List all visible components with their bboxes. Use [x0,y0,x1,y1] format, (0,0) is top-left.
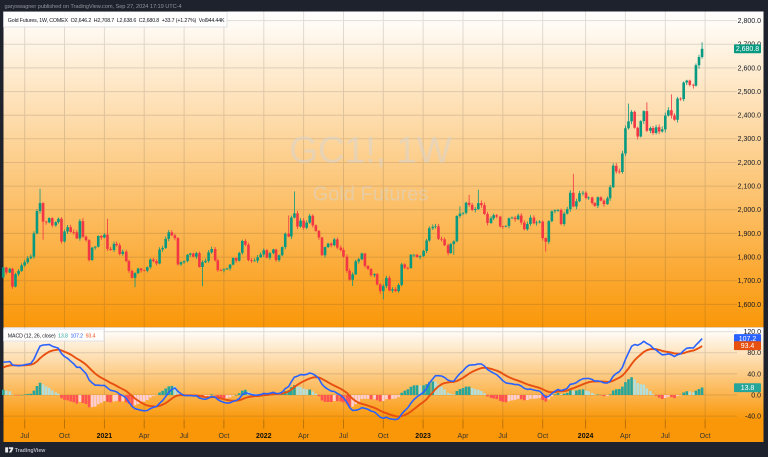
svg-text:Jul: Jul [180,433,189,440]
svg-text:MACD (12, 26, close) 13.8 10: MACD (12, 26, close) 13.8 107.2 93.4 [8,333,96,339]
svg-text:2,100.0: 2,100.0 [738,184,761,191]
svg-text:2,400.0: 2,400.0 [738,113,761,120]
svg-text:2,300.0: 2,300.0 [738,136,761,143]
svg-text:120.0: 120.0 [743,329,761,336]
svg-text:TradingView: TradingView [15,448,46,454]
svg-text:1,600.0: 1,600.0 [738,302,761,309]
svg-text:Gold Futures, 1W, COMEX O2,64: Gold Futures, 1W, COMEX O2,646.2 H2,708.… [8,18,225,24]
svg-text:Gold Futures: Gold Futures [313,184,429,206]
svg-text:2,200.0: 2,200.0 [738,160,761,167]
svg-text:40.0: 40.0 [747,371,761,378]
svg-text:2,600.0: 2,600.0 [738,65,761,72]
svg-text:Jul: Jul [498,433,507,440]
svg-text:93.4: 93.4 [741,343,755,350]
svg-text:Jul: Jul [20,433,29,440]
svg-text:Apr: Apr [458,433,470,440]
svg-text:Oct: Oct [218,433,229,440]
svg-text:GC1!, 1W: GC1!, 1W [289,130,451,171]
svg-text:1,800.0: 1,800.0 [738,255,761,262]
svg-text:2024: 2024 [578,433,594,440]
svg-text:80.0: 80.0 [747,350,761,357]
svg-text:Apr: Apr [620,433,632,440]
svg-text:Oct: Oct [59,433,70,440]
svg-text:Apr: Apr [298,433,310,440]
svg-text:Oct: Oct [378,433,389,440]
svg-text:2,000.0: 2,000.0 [738,207,761,214]
svg-text:2021: 2021 [97,433,113,440]
svg-text:2,500.0: 2,500.0 [738,89,761,96]
svg-text:2023: 2023 [415,433,431,440]
svg-text:-40.0: -40.0 [745,414,761,421]
svg-text:Oct: Oct [700,433,711,440]
svg-text:13.8: 13.8 [741,385,755,392]
svg-text:Jul: Jul [339,433,348,440]
svg-text:2,680.8: 2,680.8 [736,46,759,53]
svg-text:0.0: 0.0 [751,392,761,399]
svg-text:2022: 2022 [256,433,272,440]
svg-text:garyswagner published on Tradi: garyswagner published on TradingView.com… [5,4,182,10]
svg-text:1,700.0: 1,700.0 [738,278,761,285]
svg-text:107.2: 107.2 [739,336,757,343]
svg-text:Oct: Oct [537,433,548,440]
svg-text:1,900.0: 1,900.0 [738,231,761,238]
svg-text:Apr: Apr [139,433,151,440]
svg-text:Jul: Jul [661,433,670,440]
svg-text:2,800.0: 2,800.0 [738,18,761,25]
